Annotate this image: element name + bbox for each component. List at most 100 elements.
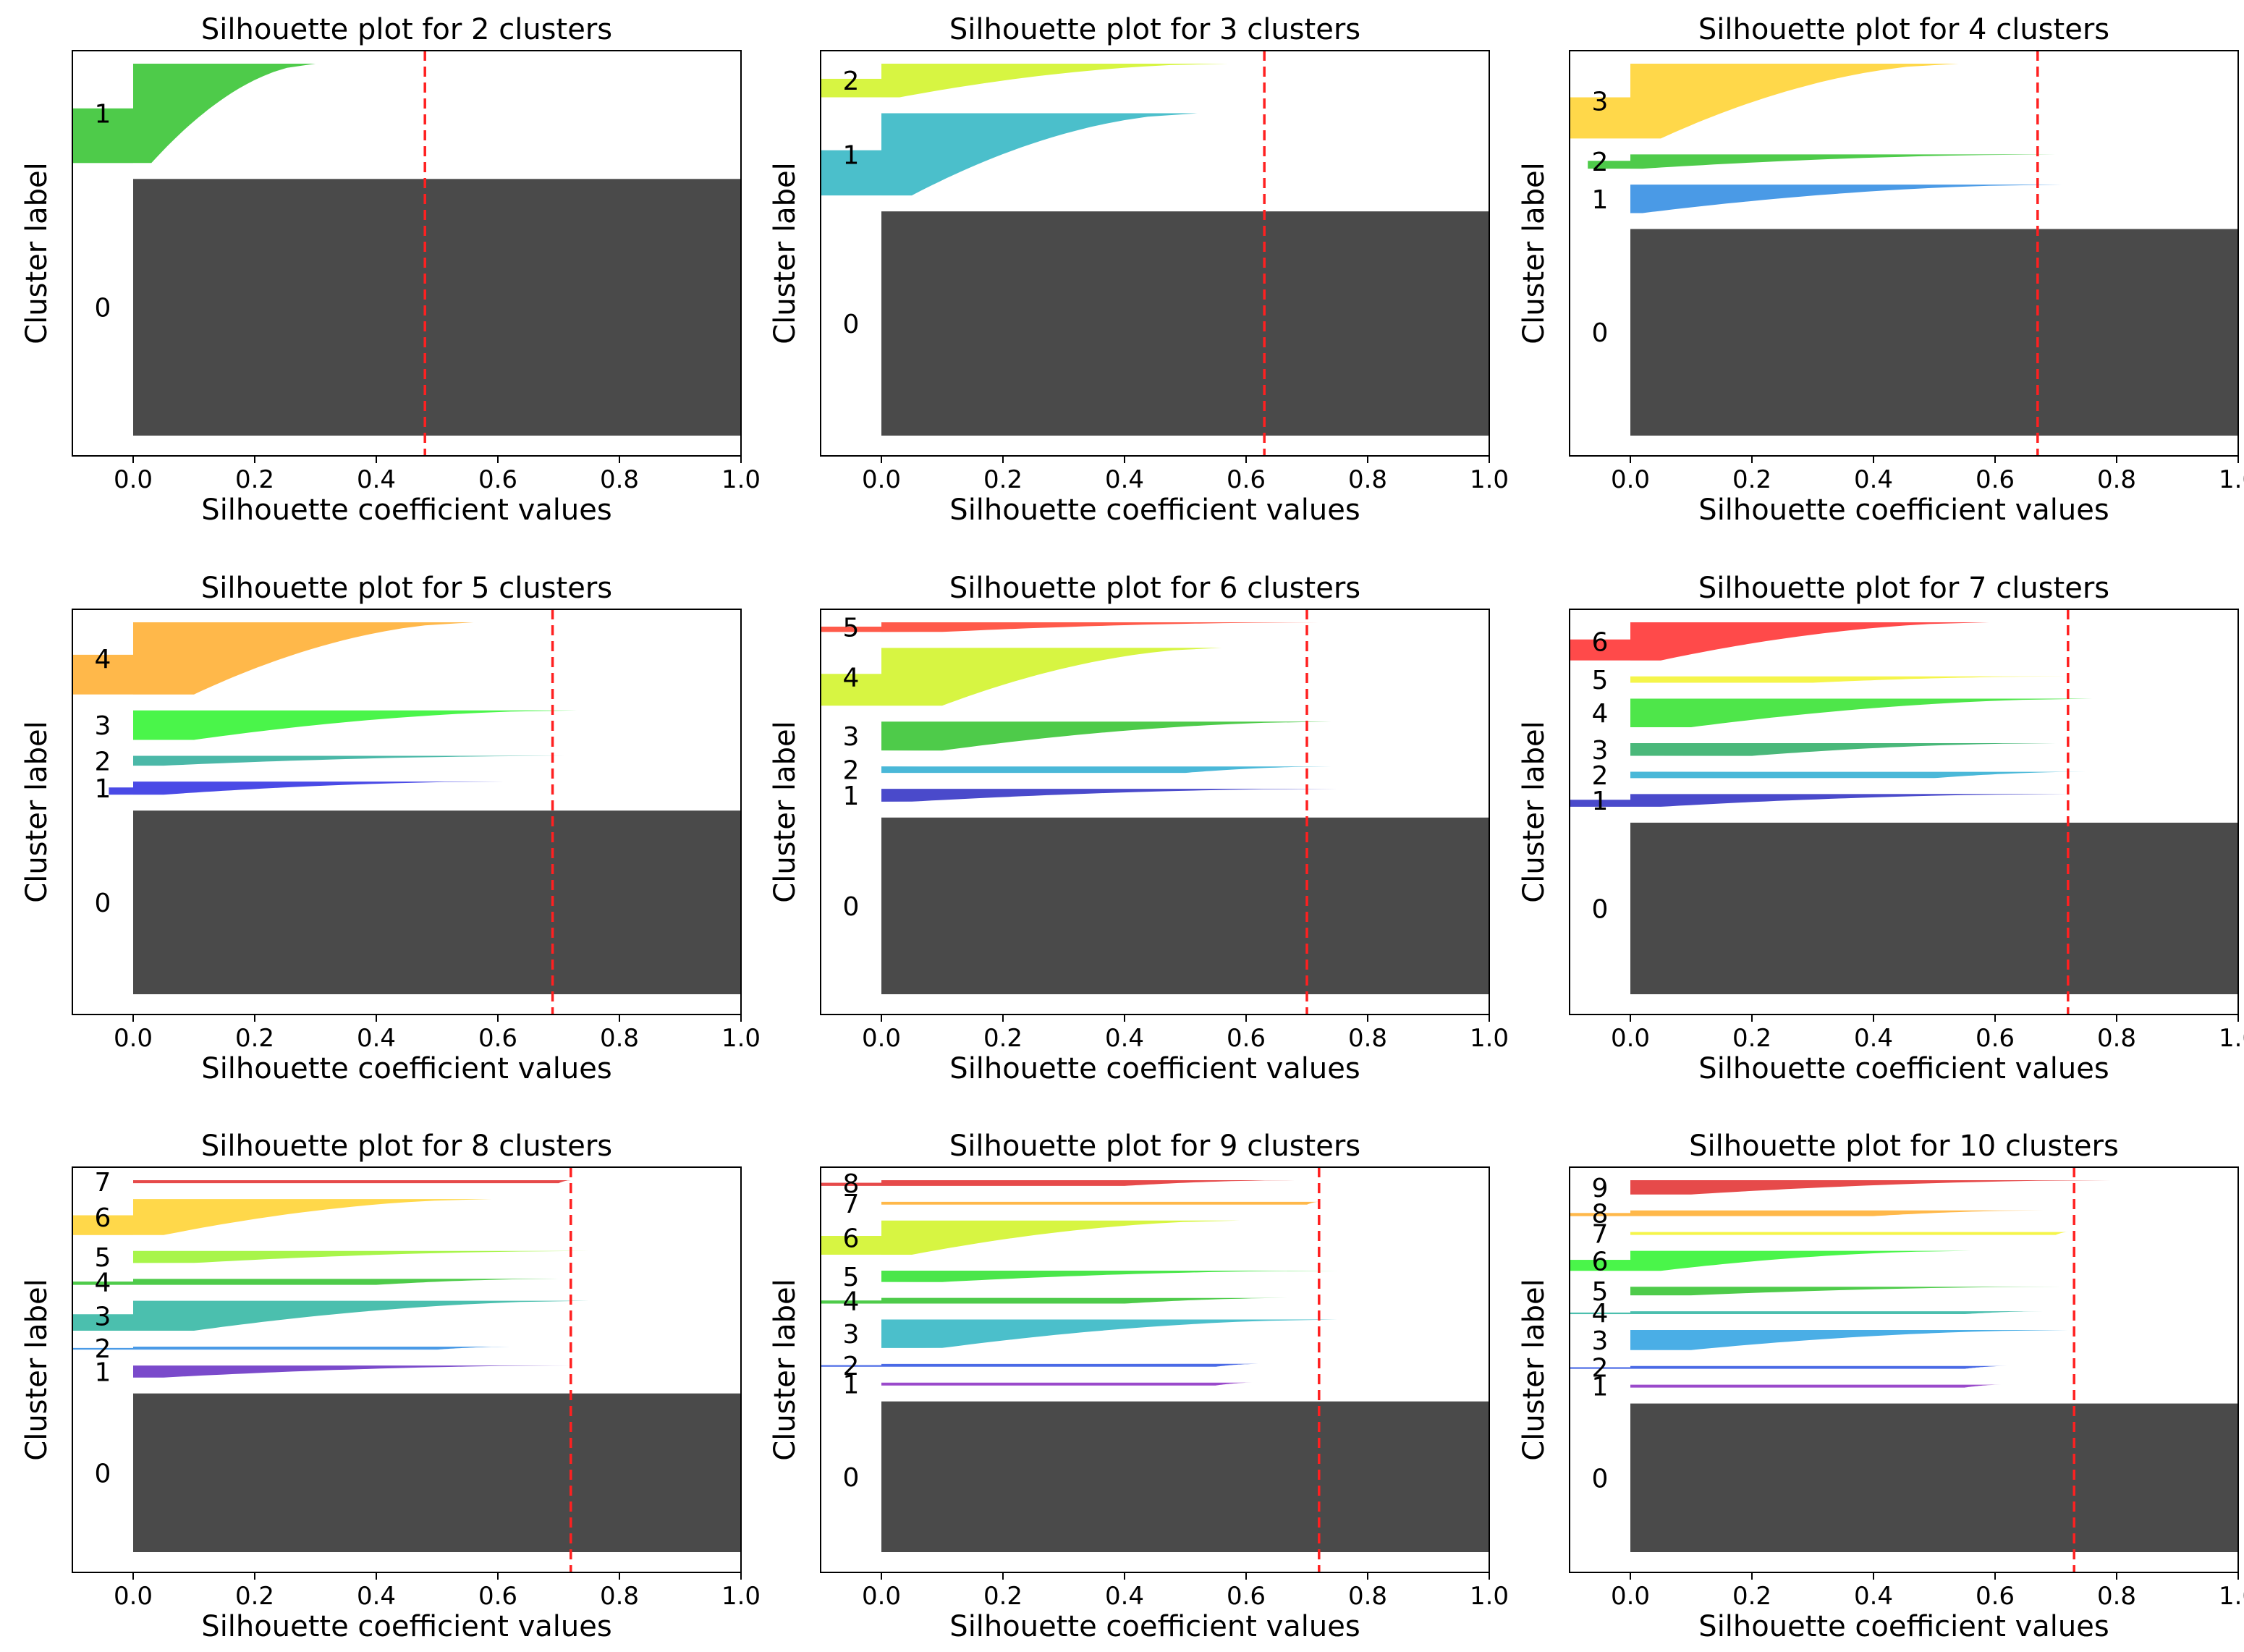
cluster-2-silhouette <box>881 766 1331 774</box>
cluster-label-4: 4 <box>95 645 111 674</box>
x-tick-label: 1.0 <box>2219 465 2244 494</box>
y-axis-label: Cluster label <box>20 162 54 344</box>
cluster-7-silhouette <box>133 1180 571 1184</box>
cluster-2-silhouette <box>1630 771 2086 779</box>
x-tick-label: 1.0 <box>721 1582 761 1611</box>
x-tick-label: 1.0 <box>2219 1582 2244 1611</box>
cluster-label-3: 3 <box>95 711 111 741</box>
x-tick-label: 0.0 <box>114 1024 153 1053</box>
cluster-4-negative <box>1570 1312 1630 1315</box>
cluster-label-1: 1 <box>843 140 860 170</box>
cluster-label-0: 0 <box>843 892 860 922</box>
cluster-4-silhouette <box>133 1279 559 1285</box>
x-tick-label: 0.2 <box>1732 465 1771 494</box>
y-axis-label: Cluster label <box>769 721 802 902</box>
cluster-9-silhouette <box>1630 1180 2111 1195</box>
x-axis-label: Silhouette coefficient values <box>201 494 611 527</box>
cluster-8-silhouette <box>881 1180 1295 1186</box>
cluster-label-5: 5 <box>1592 666 1609 695</box>
x-tick-label: 0.6 <box>1227 1024 1266 1053</box>
x-tick-label: 0.6 <box>1227 1582 1266 1611</box>
cluster-8-negative <box>821 1182 881 1186</box>
cluster-label-3: 3 <box>95 1302 111 1331</box>
cluster-label-7: 7 <box>843 1190 860 1219</box>
x-tick-label: 0.2 <box>983 1024 1022 1053</box>
x-tick-label: 0.8 <box>600 1024 639 1053</box>
cluster-label-4: 4 <box>1592 1299 1609 1329</box>
axes-frame <box>1569 50 2239 457</box>
cluster-4-silhouette <box>881 1297 1295 1304</box>
x-tick-label: 0.8 <box>2097 1024 2136 1053</box>
cluster-4-silhouette <box>1630 698 2093 727</box>
cluster-6-negative <box>1570 1260 1630 1271</box>
cluster-1-silhouette <box>1630 185 2062 213</box>
axes-frame <box>72 609 742 1015</box>
x-axis-label: Silhouette coefficient values <box>949 1610 1360 1643</box>
y-axis-label: Cluster label <box>20 721 54 902</box>
x-tick-label: 0.8 <box>1348 1582 1387 1611</box>
x-tick-label: 0.4 <box>1105 465 1144 494</box>
cluster-6-silhouette <box>1630 1250 1971 1271</box>
cluster-1-silhouette <box>881 789 1337 802</box>
cluster-1-silhouette <box>1630 1384 2002 1388</box>
cluster-1-silhouette <box>1630 794 2068 807</box>
cluster-4-negative <box>821 1300 881 1304</box>
x-tick-label: 0.4 <box>357 1024 396 1053</box>
x-axis-label: Silhouette coefficient values <box>1698 1610 2109 1643</box>
subplot-title: Silhouette plot for 2 clusters <box>201 13 612 46</box>
cluster-label-0: 0 <box>843 1463 860 1493</box>
x-tick-label: 0.4 <box>1854 1582 1893 1611</box>
cluster-label-2: 2 <box>843 1352 860 1381</box>
cluster-label-2: 2 <box>1592 148 1609 177</box>
x-tick-label: 0.2 <box>983 1582 1022 1611</box>
cluster-label-7: 7 <box>95 1168 111 1198</box>
cluster-5-silhouette <box>881 1270 1337 1282</box>
cluster-0-bar <box>1630 1403 2238 1552</box>
x-tick-label: 1.0 <box>2219 1024 2244 1053</box>
x-tick-label: 0.4 <box>1854 1024 1893 1053</box>
axes-frame <box>820 1166 1490 1573</box>
axes-frame <box>1569 1166 2239 1573</box>
x-tick-label: 0.6 <box>478 1024 517 1053</box>
cluster-2-silhouette <box>133 755 565 766</box>
cluster-label-0: 0 <box>1592 894 1609 924</box>
subplot-title: Silhouette plot for 4 clusters <box>1698 13 2109 46</box>
subplot-title: Silhouette plot for 10 clusters <box>1689 1130 2119 1163</box>
cluster-label-2: 2 <box>843 67 860 96</box>
cluster-5-negative <box>821 626 881 632</box>
cluster-0-bar <box>133 1393 741 1552</box>
x-tick-label: 0.2 <box>983 465 1022 494</box>
axes-frame <box>820 50 1490 457</box>
cluster-2-negative <box>821 1365 881 1367</box>
cluster-label-5: 5 <box>1592 1277 1609 1307</box>
x-tick-label: 1.0 <box>1470 1024 1509 1053</box>
y-axis-label: Cluster label <box>1517 1279 1551 1460</box>
cluster-label-0: 0 <box>1592 318 1609 348</box>
x-tick-label: 0.8 <box>1348 1024 1387 1053</box>
y-axis-label: Cluster label <box>1517 721 1551 902</box>
subplot-title: Silhouette plot for 3 clusters <box>949 13 1360 46</box>
cluster-2-silhouette <box>881 64 1228 98</box>
subplot-grid: Silhouette plot for 2 clusters 0 1 0.0 0.2 0.… <box>20 13 2244 1643</box>
x-tick-label: 0.2 <box>235 465 274 494</box>
subplot-title: Silhouette plot for 8 clusters <box>201 1130 612 1163</box>
cluster-6-silhouette <box>881 1220 1240 1255</box>
x-tick-label: 0.6 <box>1976 1024 2015 1053</box>
cluster-5-silhouette <box>1630 676 2068 683</box>
cluster-label-0: 0 <box>843 310 860 339</box>
cluster-3-silhouette <box>1630 1330 2068 1350</box>
cluster-3-silhouette <box>1630 742 2056 756</box>
cluster-7-silhouette <box>881 1201 1319 1205</box>
cluster-label-8: 8 <box>843 1169 860 1199</box>
cluster-6-negative <box>72 1215 133 1235</box>
cluster-label-0: 0 <box>95 889 111 918</box>
cluster-label-9: 9 <box>1592 1174 1609 1203</box>
x-axis-label: Silhouette coefficient values <box>949 494 1360 527</box>
cluster-1-negative <box>1570 800 1630 807</box>
cluster-2-negative <box>1588 161 1630 169</box>
y-axis-label: Cluster label <box>1517 162 1551 344</box>
x-tick-label: 0.2 <box>1732 1582 1771 1611</box>
cluster-0-bar <box>881 817 1489 994</box>
subplot-title: Silhouette plot for 5 clusters <box>201 572 612 605</box>
silhouette-subplot-4: Silhouette plot for 5 clusters 0 12 3 4 0.0 0.… <box>20 572 761 1085</box>
